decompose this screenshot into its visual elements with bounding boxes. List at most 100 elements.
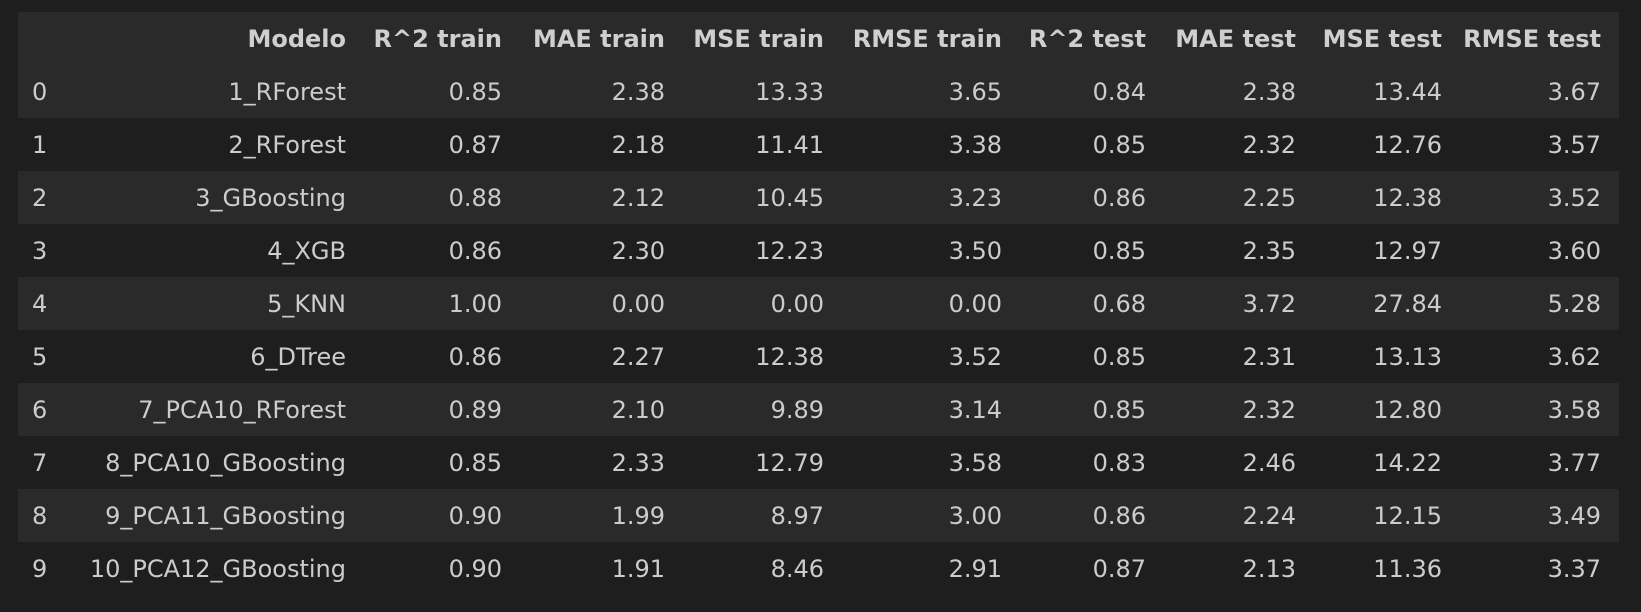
column-header-rmse-test: RMSE test <box>1463 24 1601 53</box>
cell-mae-train: 2.12 <box>611 183 665 212</box>
table-row: 6 7_PCA10_RForest 0.89 2.10 9.89 3.14 0.85 2.32… <box>18 383 1619 436</box>
cell-mae-test: 2.31 <box>1242 342 1296 371</box>
table-row: 5 6_DTree 0.86 2.27 12.38 3.52 0.85 2.31 13.13 3.… <box>18 330 1619 383</box>
cell-modelo: 3_GBoosting <box>195 183 346 212</box>
cell-mae-train: 1.99 <box>611 501 665 530</box>
cell-mse-test: 12.15 <box>1373 501 1442 530</box>
cell-r2-train: 0.90 <box>448 554 502 583</box>
row-index: 8 <box>32 501 48 530</box>
cell-mse-test: 13.13 <box>1373 342 1442 371</box>
cell-mae-test: 3.72 <box>1242 289 1296 318</box>
cell-modelo: 6_DTree <box>250 342 346 371</box>
column-header-modelo: Modelo <box>247 24 346 53</box>
cell-modelo: 10_PCA12_GBoosting <box>89 554 346 583</box>
cell-mse-train: 0.00 <box>770 289 824 318</box>
column-header-rmse-train: RMSE train <box>852 24 1002 53</box>
cell-rmse-test: 3.77 <box>1547 448 1601 477</box>
cell-rmse-train: 3.00 <box>948 501 1002 530</box>
cell-rmse-test: 3.52 <box>1547 183 1601 212</box>
cell-r2-test: 0.85 <box>1092 395 1146 424</box>
cell-mae-test: 2.38 <box>1242 77 1296 106</box>
row-index: 5 <box>32 342 48 371</box>
table-row: 1 2_RForest 0.87 2.18 11.41 3.38 0.85 2.32 12.76… <box>18 118 1619 171</box>
cell-mse-train: 10.45 <box>755 183 824 212</box>
column-header-index <box>18 12 72 65</box>
row-index: 4 <box>32 289 48 318</box>
cell-mse-train: 12.38 <box>755 342 824 371</box>
cell-modelo: 5_KNN <box>267 289 346 318</box>
cell-mae-test: 2.25 <box>1242 183 1296 212</box>
table-row: 4 5_KNN 1.00 0.00 0.00 0.00 0.68 3.72 27.84 5.28 <box>18 277 1619 330</box>
cell-mae-test: 2.32 <box>1242 395 1296 424</box>
cell-r2-train: 1.00 <box>448 289 502 318</box>
cell-mae-test: 2.35 <box>1242 236 1296 265</box>
cell-r2-test: 0.86 <box>1092 183 1146 212</box>
cell-modelo: 8_PCA10_GBoosting <box>105 448 346 477</box>
cell-r2-train: 0.89 <box>448 395 502 424</box>
cell-rmse-test: 3.67 <box>1547 77 1601 106</box>
cell-r2-train: 0.86 <box>448 342 502 371</box>
column-header-mse-test: MSE test <box>1322 24 1442 53</box>
cell-mae-train: 2.33 <box>611 448 665 477</box>
cell-mse-train: 12.23 <box>755 236 824 265</box>
cell-r2-test: 0.85 <box>1092 236 1146 265</box>
cell-modelo: 9_PCA11_GBoosting <box>105 501 346 530</box>
cell-mae-train: 2.38 <box>611 77 665 106</box>
cell-r2-test: 0.87 <box>1092 554 1146 583</box>
cell-rmse-train: 3.38 <box>948 130 1002 159</box>
column-header-r2-train: R^2 train <box>373 24 502 53</box>
cell-mae-train: 2.30 <box>611 236 665 265</box>
cell-mae-test: 2.24 <box>1242 501 1296 530</box>
row-index: 2 <box>32 183 48 212</box>
cell-mse-test: 12.76 <box>1373 130 1442 159</box>
cell-rmse-test: 3.58 <box>1547 395 1601 424</box>
cell-r2-test: 0.83 <box>1092 448 1146 477</box>
cell-r2-train: 0.90 <box>448 501 502 530</box>
cell-mse-test: 13.44 <box>1373 77 1442 106</box>
cell-rmse-test: 3.49 <box>1547 501 1601 530</box>
cell-r2-test: 0.85 <box>1092 342 1146 371</box>
cell-modelo: 2_RForest <box>228 130 346 159</box>
cell-rmse-train: 3.52 <box>948 342 1002 371</box>
cell-mse-test: 12.97 <box>1373 236 1442 265</box>
cell-mae-test: 2.32 <box>1242 130 1296 159</box>
cell-mse-train: 9.89 <box>770 395 824 424</box>
cell-rmse-train: 3.23 <box>948 183 1002 212</box>
dataframe-output: Modelo R^2 train MAE train MSE train RMS… <box>18 12 1619 595</box>
cell-rmse-test: 3.62 <box>1547 342 1601 371</box>
cell-rmse-train: 2.91 <box>948 554 1002 583</box>
table-row: 9 10_PCA12_GBoosting 0.90 1.91 8.46 2.91 0.87 2… <box>18 542 1619 595</box>
cell-r2-test: 0.86 <box>1092 501 1146 530</box>
row-index: 1 <box>32 130 48 159</box>
cell-mse-train: 13.33 <box>755 77 824 106</box>
cell-rmse-test: 5.28 <box>1547 289 1601 318</box>
column-header-mae-train: MAE train <box>532 24 665 53</box>
cell-rmse-train: 3.58 <box>948 448 1002 477</box>
cell-mae-train: 0.00 <box>611 289 665 318</box>
cell-mae-train: 1.91 <box>611 554 665 583</box>
cell-mse-test: 12.38 <box>1373 183 1442 212</box>
column-header-mse-train: MSE train <box>693 24 824 53</box>
cell-modelo: 4_XGB <box>267 236 346 265</box>
cell-r2-train: 0.88 <box>448 183 502 212</box>
cell-r2-train: 0.85 <box>448 77 502 106</box>
cell-r2-train: 0.85 <box>448 448 502 477</box>
cell-mse-train: 11.41 <box>755 130 824 159</box>
cell-rmse-test: 3.60 <box>1547 236 1601 265</box>
cell-r2-train: 0.86 <box>448 236 502 265</box>
cell-mae-test: 2.46 <box>1242 448 1296 477</box>
cell-mse-test: 12.80 <box>1373 395 1442 424</box>
cell-mse-test: 14.22 <box>1373 448 1442 477</box>
cell-r2-test: 0.68 <box>1092 289 1146 318</box>
cell-mae-test: 2.13 <box>1242 554 1296 583</box>
cell-mae-train: 2.27 <box>611 342 665 371</box>
column-header-r2-test: R^2 test <box>1028 24 1146 53</box>
cell-mse-train: 12.79 <box>755 448 824 477</box>
cell-modelo: 1_RForest <box>228 77 346 106</box>
row-index: 0 <box>32 77 48 106</box>
row-index: 3 <box>32 236 48 265</box>
cell-mse-train: 8.97 <box>770 501 824 530</box>
row-index: 9 <box>32 554 48 583</box>
cell-mse-test: 27.84 <box>1373 289 1442 318</box>
row-index: 6 <box>32 395 48 424</box>
